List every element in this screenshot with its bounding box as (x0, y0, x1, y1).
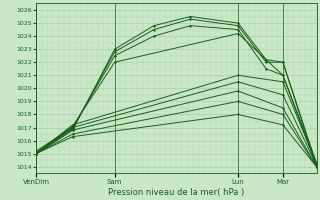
X-axis label: Pression niveau de la mer( hPa ): Pression niveau de la mer( hPa ) (108, 188, 244, 197)
